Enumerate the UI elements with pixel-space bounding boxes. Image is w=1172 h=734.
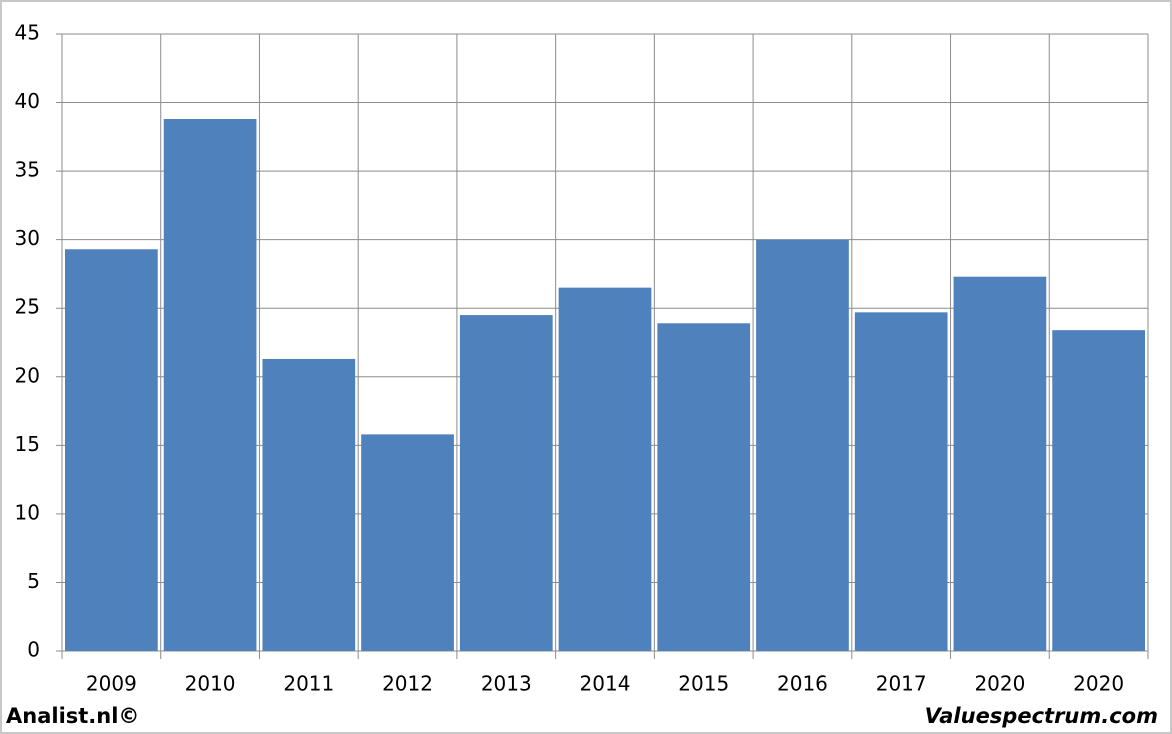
y-tick-label: 5 [27, 569, 40, 593]
bar [361, 434, 454, 651]
bar [657, 323, 751, 651]
x-tick-label: 2009 [86, 672, 137, 696]
bar [1052, 330, 1145, 651]
x-tick-label: 2011 [283, 672, 334, 696]
bar [65, 249, 158, 651]
x-tick-label: 2010 [185, 672, 236, 696]
y-tick-label: 10 [15, 500, 40, 524]
bar [262, 358, 356, 651]
y-tick-label: 15 [15, 432, 40, 456]
x-tick-label: 2017 [876, 672, 927, 696]
x-tick-label: 2013 [481, 672, 532, 696]
x-tick-label: 2015 [678, 672, 729, 696]
y-tick-label: 45 [15, 21, 40, 45]
bar [558, 287, 652, 651]
source-left: Analist.nl© [6, 704, 139, 728]
x-tick-label: 2014 [580, 672, 631, 696]
x-tick-label: 2016 [777, 672, 828, 696]
y-tick-label: 20 [15, 363, 40, 387]
y-tick-label: 40 [15, 89, 40, 113]
y-tick-label: 35 [15, 158, 40, 182]
bar [756, 239, 849, 651]
x-tick-label: 2012 [382, 672, 433, 696]
y-tick-label: 30 [15, 226, 40, 250]
x-tick-label: 2020 [1073, 672, 1124, 696]
bar [854, 312, 948, 651]
bar [953, 276, 1047, 651]
y-tick-label: 0 [27, 638, 40, 662]
y-tick-label: 25 [15, 295, 40, 319]
source-right: Valuespectrum.com [925, 704, 1158, 728]
bar [459, 315, 553, 651]
x-tick-label: 2020 [974, 672, 1025, 696]
bar [163, 119, 257, 651]
